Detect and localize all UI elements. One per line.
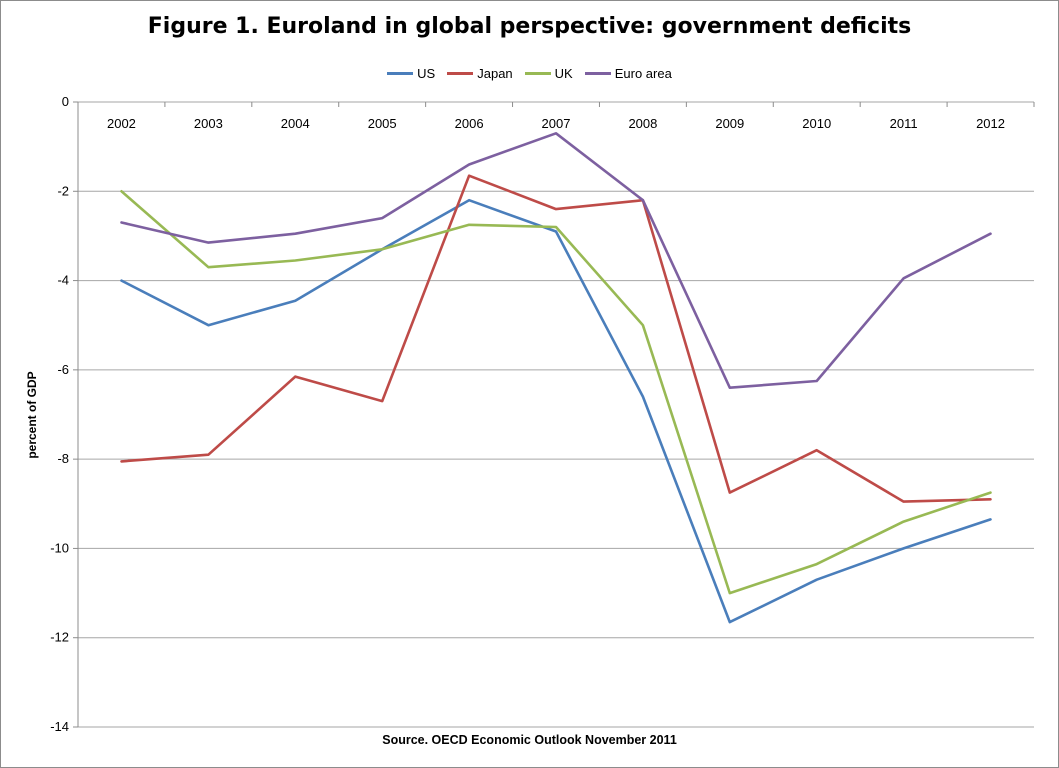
source-note: Source. OECD Economic Outlook November 2… <box>382 733 677 747</box>
x-tick-label: 2012 <box>976 116 1005 131</box>
legend-label: US <box>417 66 436 81</box>
y-axis-label: percent of GDP <box>25 371 39 459</box>
y-tick-label: 0 <box>62 94 69 109</box>
y-tick-label: -12 <box>50 630 69 645</box>
chart-title: Figure 1. Euroland in global perspective… <box>147 14 912 39</box>
x-tick-label: 2002 <box>107 116 136 131</box>
legend-swatch <box>447 72 474 75</box>
legend: US Japan UK Euro area <box>0 63 1059 81</box>
x-tick-label: 2007 <box>542 116 571 131</box>
legend-label: UK <box>554 66 573 81</box>
legend-swatch <box>584 72 611 75</box>
legend-label: Japan <box>477 66 513 81</box>
series-line-japan <box>120 174 992 503</box>
legend-swatch <box>387 72 414 75</box>
x-tick-label: 2004 <box>281 116 310 131</box>
series-line-us <box>120 198 992 624</box>
legend-label: Euro area <box>614 66 672 81</box>
x-tick-label: 2011 <box>890 116 918 131</box>
x-tick-label: 2008 <box>628 116 657 131</box>
series-line-uk <box>120 190 992 595</box>
x-tick-label: 2005 <box>368 116 397 131</box>
y-tick-label: -6 <box>57 362 69 377</box>
legend-item-uk: UK <box>524 66 573 81</box>
legend-item-us: US <box>387 66 435 81</box>
y-tick-label: -2 <box>57 183 69 198</box>
x-tick-label: 2003 <box>194 116 223 131</box>
legend-item-euro-area: Euro area <box>584 66 672 81</box>
x-tick-label: 2010 <box>802 116 831 131</box>
y-tick-label: -10 <box>50 540 69 555</box>
series-line-euro-area <box>120 132 992 390</box>
y-tick-label: -8 <box>57 451 69 466</box>
x-tick-label: 2009 <box>715 116 744 131</box>
legend-swatch <box>524 72 551 75</box>
y-tick-label: -14 <box>50 719 69 734</box>
legend-item-japan: Japan <box>447 66 513 81</box>
y-tick-label: -4 <box>57 273 69 288</box>
x-tick-label: 2006 <box>455 116 484 131</box>
